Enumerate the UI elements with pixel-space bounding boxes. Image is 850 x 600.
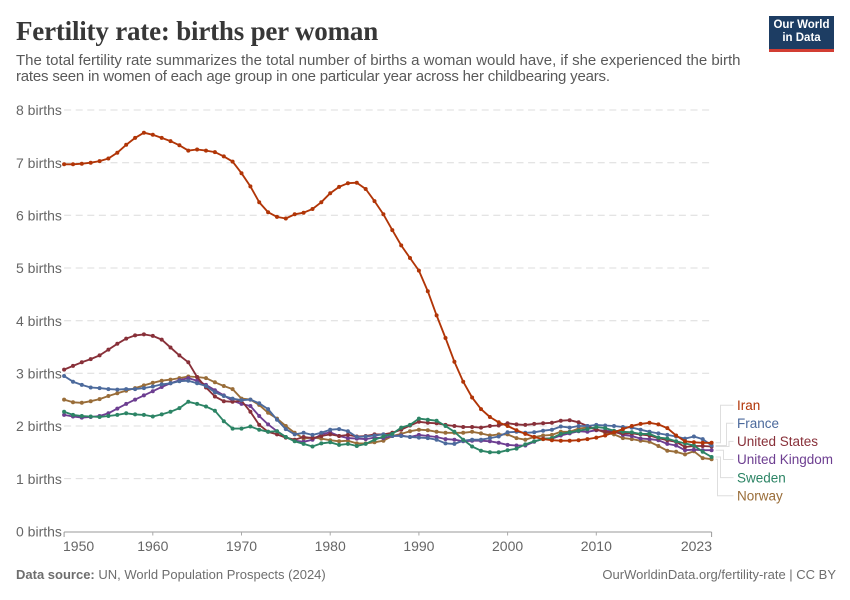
svg-text:1960: 1960: [137, 538, 168, 554]
svg-text:2000: 2000: [492, 538, 523, 554]
svg-text:Norway: Norway: [737, 488, 783, 503]
svg-text:3 births: 3 births: [16, 366, 62, 382]
svg-text:United States: United States: [737, 434, 818, 449]
svg-text:0 births: 0 births: [16, 524, 62, 540]
svg-text:6 births: 6 births: [16, 208, 62, 224]
svg-text:1990: 1990: [403, 538, 434, 554]
svg-text:2010: 2010: [581, 538, 612, 554]
svg-text:Iran: Iran: [737, 398, 760, 413]
svg-text:United Kingdom: United Kingdom: [737, 452, 833, 467]
svg-text:2023: 2023: [681, 538, 712, 554]
svg-text:1 births: 1 births: [16, 471, 62, 487]
svg-text:5 births: 5 births: [16, 260, 62, 276]
svg-text:France: France: [737, 416, 779, 431]
svg-text:1970: 1970: [226, 538, 257, 554]
svg-text:7 births: 7 births: [16, 155, 62, 171]
svg-text:Sweden: Sweden: [737, 470, 786, 485]
svg-text:8 births: 8 births: [16, 102, 62, 118]
svg-text:1950: 1950: [63, 538, 94, 554]
svg-text:1980: 1980: [315, 538, 346, 554]
svg-text:4 births: 4 births: [16, 313, 62, 329]
svg-text:2 births: 2 births: [16, 418, 62, 434]
